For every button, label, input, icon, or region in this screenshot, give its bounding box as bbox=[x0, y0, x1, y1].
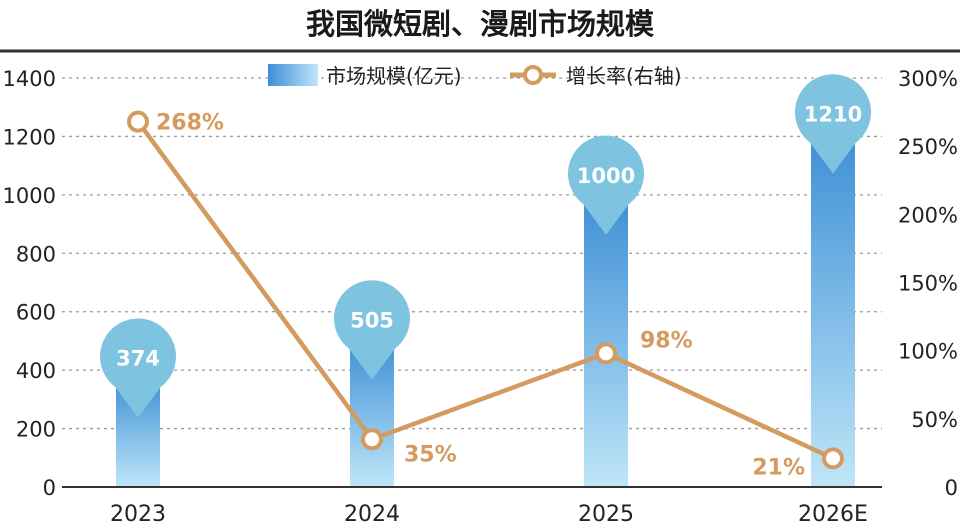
x-tick-label: 2023 bbox=[110, 502, 166, 524]
growth-rate-label: 35% bbox=[404, 442, 457, 467]
bar-value-bubbles: 374 505 1000 1210 bbox=[99, 74, 871, 418]
growth-rate-label: 98% bbox=[640, 328, 693, 353]
bar bbox=[811, 133, 855, 487]
x-tick-label: 2024 bbox=[344, 502, 400, 524]
bar bbox=[584, 194, 628, 487]
y-tick-label: 1000 bbox=[3, 184, 56, 208]
y-tick-label: 800 bbox=[16, 242, 56, 266]
y-tick-label: 0 bbox=[43, 476, 56, 500]
value-bubble bbox=[567, 135, 644, 235]
growth-rate-point bbox=[822, 447, 844, 470]
growth-rate-point bbox=[127, 110, 149, 133]
y2-tick-label: 0 bbox=[945, 476, 958, 500]
bar-value-label: 505 bbox=[350, 308, 394, 332]
y-tick-label: 1200 bbox=[3, 125, 56, 149]
bar-value-label: 1000 bbox=[577, 164, 635, 188]
growth-rate-line bbox=[136, 120, 834, 461]
legend-marker-line bbox=[523, 65, 543, 85]
y2-tick-label: 200% bbox=[898, 203, 958, 227]
y2-tick-label: 300% bbox=[898, 67, 958, 91]
legend: 市场规模(亿元) 增长率(右轴) bbox=[268, 64, 682, 88]
legend-label-bar: 市场规模(亿元) bbox=[326, 64, 462, 88]
x-tick-label: 2025 bbox=[578, 502, 634, 524]
y-tick-label: 200 bbox=[16, 418, 56, 442]
y2-tick-label: 150% bbox=[898, 272, 958, 296]
chart-title: 我国微短剧、漫剧市场规模 bbox=[306, 7, 655, 41]
y-tick-label: 400 bbox=[16, 359, 56, 383]
growth-rate-point bbox=[361, 428, 383, 451]
growth-rate-label: 268% bbox=[156, 111, 224, 136]
y-axis-right: 0 50% 100% 150% 200% 250% 300% bbox=[898, 67, 958, 500]
y2-tick-label: 250% bbox=[898, 135, 958, 159]
y2-tick-label: 50% bbox=[911, 408, 958, 432]
y-tick-label: 1400 bbox=[3, 67, 56, 91]
growth-rate-series: 268% 35% 98% 21% bbox=[127, 110, 844, 480]
value-bubble bbox=[334, 280, 410, 380]
legend-label-line: 增长率(右轴) bbox=[566, 64, 682, 88]
legend-swatch-bar bbox=[268, 64, 318, 86]
growth-rate-point bbox=[595, 342, 617, 365]
bar-value-label: 374 bbox=[116, 347, 160, 371]
x-tick-label: 2026E bbox=[798, 502, 868, 524]
value-bubble bbox=[99, 318, 176, 418]
growth-rate-label: 21% bbox=[752, 455, 805, 480]
y-axis-left: 0 200 400 600 800 1000 1200 1400 bbox=[3, 67, 56, 500]
y2-tick-label: 100% bbox=[898, 340, 958, 364]
value-bubble bbox=[795, 74, 871, 174]
y-tick-label: 600 bbox=[16, 301, 56, 325]
x-axis-labels: 2023 2024 2025 2026E bbox=[110, 502, 868, 524]
bar-value-label: 1210 bbox=[804, 103, 862, 127]
bar-series bbox=[116, 133, 855, 487]
